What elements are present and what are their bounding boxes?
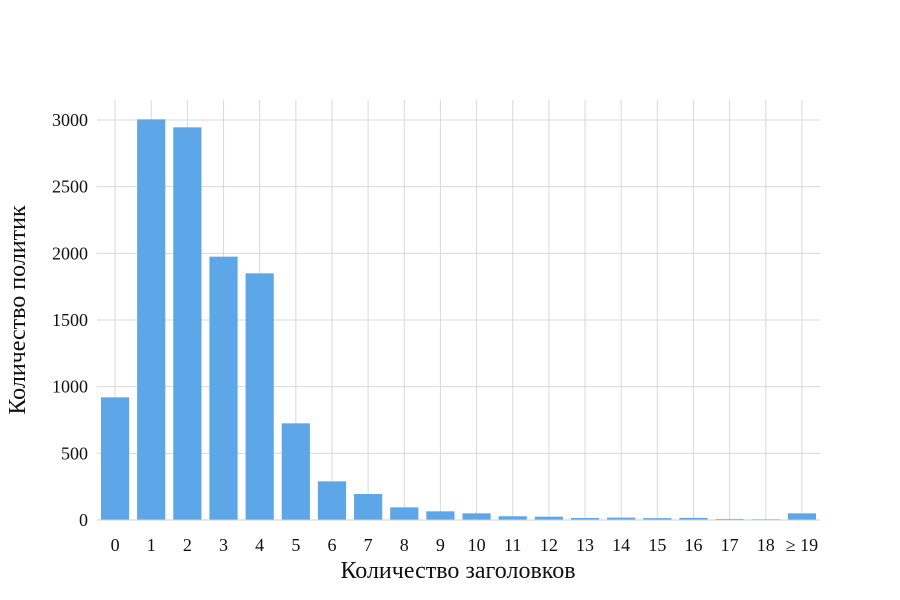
- x-tick-label-10: 10: [468, 535, 486, 555]
- grid-layer: [97, 100, 820, 520]
- y-tick-label-1500: 1500: [52, 310, 88, 330]
- x-tick-label-11: 11: [504, 535, 521, 555]
- bar-17: [715, 518, 744, 520]
- bar-16: [679, 517, 708, 520]
- x-tick-label-12: 12: [540, 535, 558, 555]
- y-tick-label-500: 500: [61, 443, 88, 463]
- y-tick-label-1000: 1000: [52, 377, 88, 397]
- x-tick-label-18: 18: [757, 535, 775, 555]
- x-tick-label-2: 2: [183, 535, 192, 555]
- bar-layer: [100, 119, 817, 520]
- bar-6: [317, 481, 347, 520]
- x-tick-label-3: 3: [219, 535, 228, 555]
- bar-5: [281, 423, 310, 520]
- y-tick-label-3000: 3000: [52, 110, 88, 130]
- bar-19: [787, 513, 817, 520]
- y-tick-label-2500: 2500: [52, 177, 88, 197]
- bar-10: [462, 513, 491, 520]
- x-tick-label-8: 8: [400, 535, 409, 555]
- x-tick-label-15: 15: [648, 535, 666, 555]
- bar-8: [390, 507, 419, 520]
- x-axis-title: Количество заголовков: [340, 558, 575, 584]
- x-tick-label-1: 1: [147, 535, 156, 555]
- bar-11: [498, 516, 527, 520]
- x-tick-label-9: 9: [436, 535, 445, 555]
- x-tick-label-13: 13: [576, 535, 594, 555]
- bar-2: [173, 127, 202, 520]
- bar-13: [570, 518, 600, 520]
- x-tick-label-5: 5: [291, 535, 300, 555]
- bar-15: [643, 518, 672, 520]
- x-tick-label-17: 17: [721, 535, 739, 555]
- x-tick-label-7: 7: [364, 535, 373, 555]
- x-tick-label-14: 14: [612, 535, 630, 555]
- bar-12: [534, 516, 563, 520]
- x-tick-label-0: 0: [111, 535, 120, 555]
- bar-1: [137, 119, 166, 520]
- bar-0: [100, 397, 130, 520]
- y-tick-label-0: 0: [79, 510, 88, 530]
- y-tick-label-2000: 2000: [52, 243, 88, 263]
- x-tick-label-16: 16: [684, 535, 702, 555]
- bar-9: [426, 511, 455, 520]
- x-tick-label-4: 4: [255, 535, 264, 555]
- bar-14: [607, 517, 636, 520]
- y-axis-title: Количество политик: [5, 205, 31, 415]
- bar-3: [209, 256, 238, 520]
- bar-4: [245, 273, 274, 520]
- bar-7: [354, 494, 383, 520]
- x-tick-label-19: ≥ 19: [786, 535, 818, 555]
- x-tick-label-6: 6: [327, 535, 336, 555]
